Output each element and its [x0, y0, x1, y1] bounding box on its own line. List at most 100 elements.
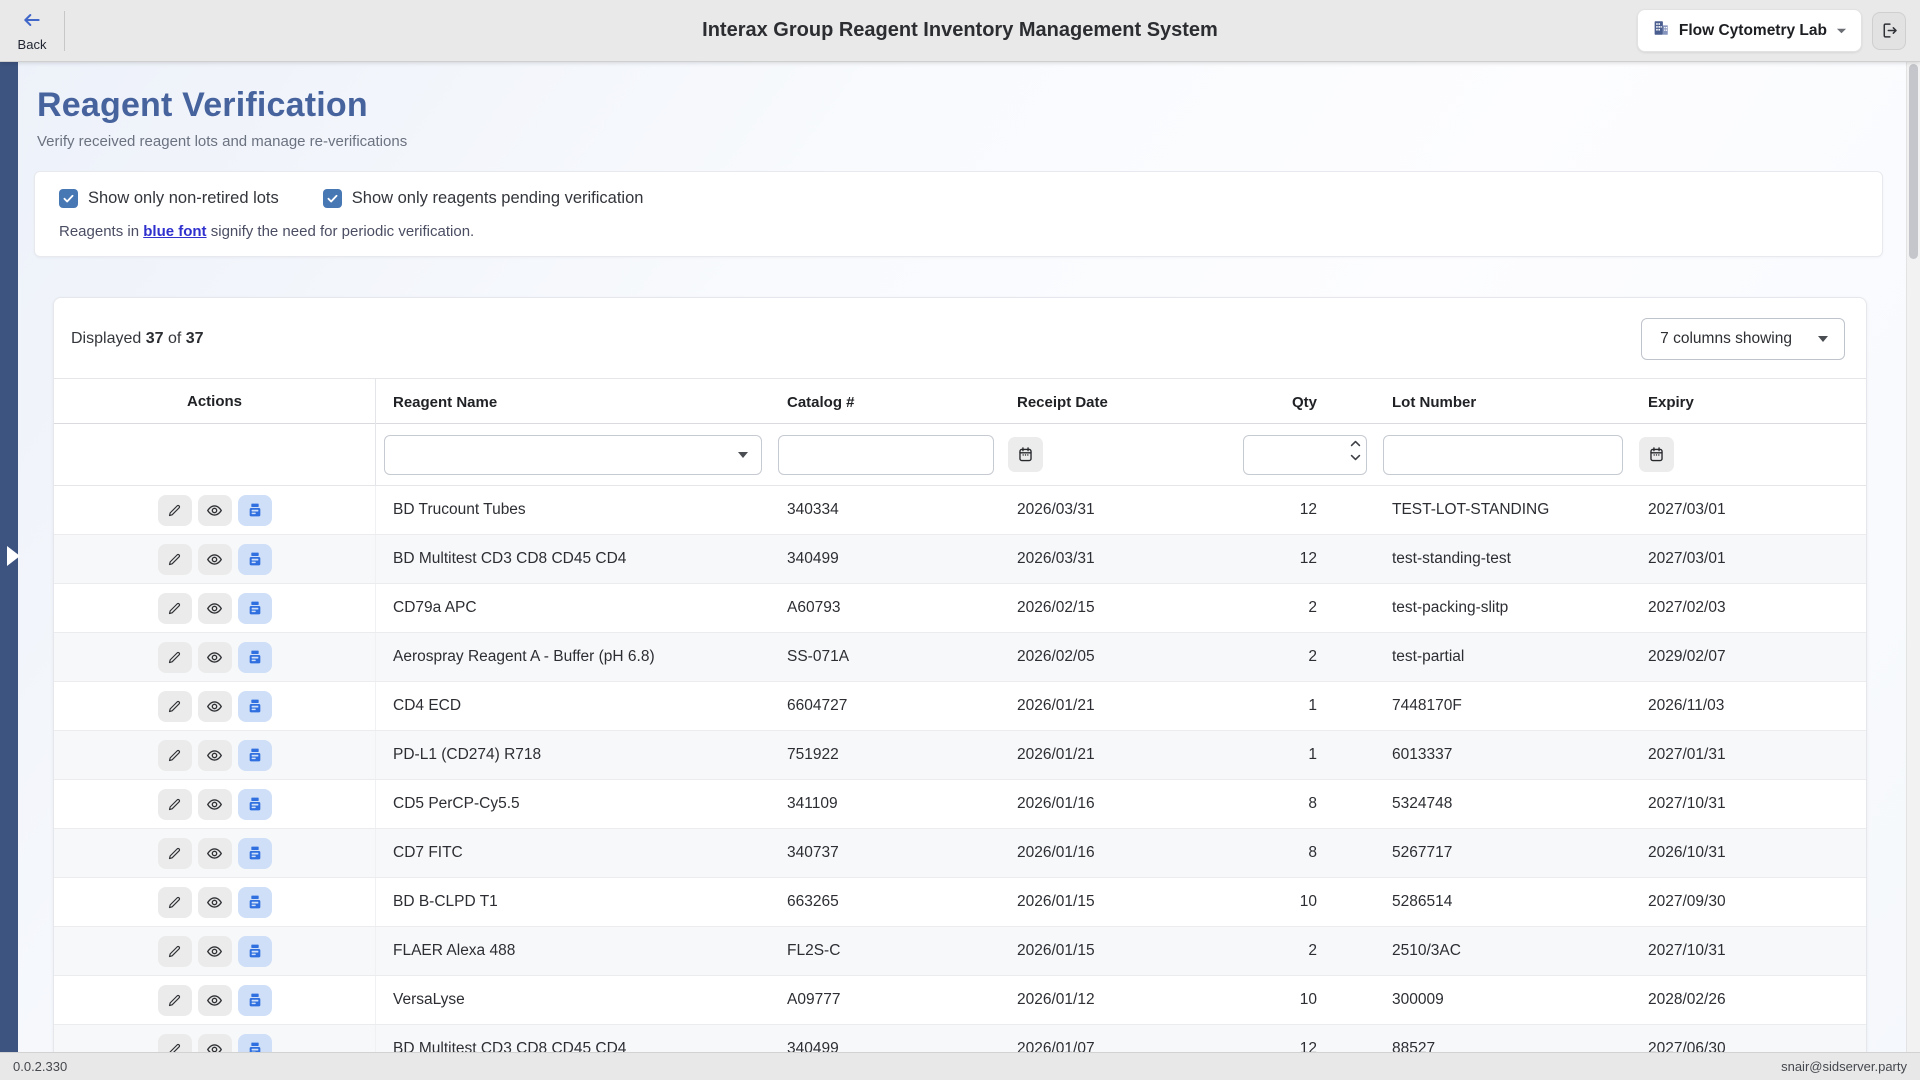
checkbox-pending-verification[interactable]: Show only reagents pending verification	[322, 189, 643, 208]
edit-button[interactable]	[157, 935, 192, 967]
scrollbar-thumb[interactable]	[1909, 64, 1918, 259]
cell-catalog: SS-071A	[787, 648, 850, 665]
row-actions	[54, 633, 376, 681]
caret-down-icon	[1818, 336, 1828, 342]
print-label-button[interactable]	[237, 739, 272, 771]
row-actions	[54, 682, 376, 730]
view-button[interactable]	[197, 543, 232, 575]
receipt-date-filter-button[interactable]	[1008, 437, 1043, 472]
table-row: CD5 PerCP-Cy5.5 341109 2026/01/16 8 5324…	[54, 780, 1866, 829]
cell-lot-number: TEST-LOT-STANDING	[1392, 501, 1550, 518]
edit-button[interactable]	[157, 984, 192, 1016]
cell-catalog: 340499	[787, 550, 839, 567]
pencil-icon	[167, 748, 182, 763]
edit-button[interactable]	[157, 837, 192, 869]
cell-lot-number: test-partial	[1392, 648, 1465, 665]
print-label-button[interactable]	[237, 788, 272, 820]
edit-button[interactable]	[157, 690, 192, 722]
row-actions	[54, 486, 376, 534]
pencil-icon	[167, 650, 182, 665]
chevron-down-icon	[1836, 27, 1847, 35]
app-version: 0.0.2.330	[13, 1059, 68, 1074]
edit-button[interactable]	[157, 494, 192, 526]
cell-reagent-name: PD-L1 (CD274) R718	[393, 746, 542, 763]
sidebar-expand-handle[interactable]	[7, 546, 20, 566]
cell-qty: 10	[1299, 893, 1317, 910]
table-row: Aerospray Reagent A - Buffer (pH 6.8) SS…	[54, 633, 1866, 682]
view-button[interactable]	[197, 837, 232, 869]
spinner-down-icon[interactable]	[1350, 454, 1361, 461]
edit-button[interactable]	[157, 543, 192, 575]
pencil-icon	[167, 846, 182, 861]
lab-selector-button[interactable]: Flow Cytometry Lab	[1636, 9, 1862, 52]
view-button[interactable]	[197, 788, 232, 820]
app-title: Interax Group Reagent Inventory Manageme…	[702, 19, 1218, 41]
pencil-icon	[167, 993, 182, 1008]
edit-button[interactable]	[157, 592, 192, 624]
print-label-button[interactable]	[237, 837, 272, 869]
cell-receipt-date: 2026/01/21	[1017, 746, 1095, 763]
print-label-button[interactable]	[237, 641, 272, 673]
table-row: CD7 FITC 340737 2026/01/16 8 5267717 202…	[54, 829, 1866, 878]
table-row: VersaLyse A09777 2026/01/12 10 300009 20…	[54, 976, 1866, 1025]
print-label-button[interactable]	[237, 543, 272, 575]
table-header-row: Actions Reagent Name Catalog # Receipt D…	[54, 378, 1866, 425]
logout-button[interactable]	[1872, 11, 1906, 50]
edit-button[interactable]	[157, 739, 192, 771]
displayed-shown: 37	[145, 330, 164, 347]
print-label-button[interactable]	[237, 690, 272, 722]
row-actions	[54, 878, 376, 926]
cell-catalog: 6604727	[787, 697, 848, 714]
lot-number-filter-input[interactable]	[1383, 434, 1623, 475]
checkbox-checked-icon[interactable]	[322, 189, 342, 208]
expiry-date-filter-button[interactable]	[1639, 437, 1674, 472]
columns-showing-select[interactable]: 7 columns showing	[1641, 318, 1845, 360]
view-button[interactable]	[197, 690, 232, 722]
checkbox-checked-icon[interactable]	[59, 189, 78, 208]
print-label-button[interactable]	[237, 494, 272, 526]
vertical-scrollbar[interactable]	[1906, 62, 1920, 1052]
cell-catalog: 663265	[787, 893, 839, 910]
cell-lot-number: 5267717	[1392, 844, 1453, 861]
print-label-button[interactable]	[237, 886, 272, 918]
cell-qty: 2	[1308, 942, 1317, 959]
print-label-button[interactable]	[237, 984, 272, 1016]
cell-lot-number: 300009	[1392, 991, 1444, 1008]
displayed-prefix: Displayed	[71, 330, 142, 347]
reagent-name-filter-select[interactable]	[384, 434, 762, 475]
cell-lot-number: 7448170F	[1392, 697, 1462, 714]
cell-qty: 1	[1308, 697, 1317, 714]
edit-button[interactable]	[157, 641, 192, 673]
logout-icon	[1880, 21, 1899, 40]
checkbox-non-retired-lots[interactable]: Show only non-retired lots	[59, 189, 279, 208]
cell-receipt-date: 2026/01/21	[1017, 697, 1095, 714]
edit-button[interactable]	[157, 886, 192, 918]
cell-expiry: 2029/02/07	[1648, 648, 1726, 665]
print-label-button[interactable]	[237, 935, 272, 967]
cell-expiry: 2027/01/31	[1648, 746, 1726, 763]
view-button[interactable]	[197, 739, 232, 771]
view-button[interactable]	[197, 886, 232, 918]
back-button[interactable]: Back	[0, 0, 64, 62]
view-button[interactable]	[197, 592, 232, 624]
logged-in-user: snair@sidserver.party	[1781, 1059, 1907, 1074]
print-label-button[interactable]	[237, 1033, 272, 1052]
row-actions	[54, 927, 376, 975]
spinner-up-icon[interactable]	[1350, 440, 1361, 447]
displayed-connector: of	[167, 330, 182, 347]
view-button[interactable]	[197, 984, 232, 1016]
blue-font-note: Reagents in blue font signify the need f…	[59, 223, 1858, 240]
reagent-table-card: Displayed 37 of 37 7 columns showing Act…	[53, 297, 1867, 1052]
view-button[interactable]	[197, 935, 232, 967]
print-label-button[interactable]	[237, 592, 272, 624]
qty-filter-input[interactable]	[1243, 434, 1367, 475]
blue-font-link[interactable]: blue font	[143, 223, 207, 240]
edit-button[interactable]	[157, 1033, 192, 1052]
table-row: BD Multitest CD3 CD8 CD45 CD4 340499 202…	[54, 535, 1866, 584]
view-button[interactable]	[197, 494, 232, 526]
view-button[interactable]	[197, 1033, 232, 1052]
catalog-filter-input[interactable]	[778, 434, 994, 475]
view-button[interactable]	[197, 641, 232, 673]
cell-receipt-date: 2026/01/12	[1017, 991, 1095, 1008]
edit-button[interactable]	[157, 788, 192, 820]
